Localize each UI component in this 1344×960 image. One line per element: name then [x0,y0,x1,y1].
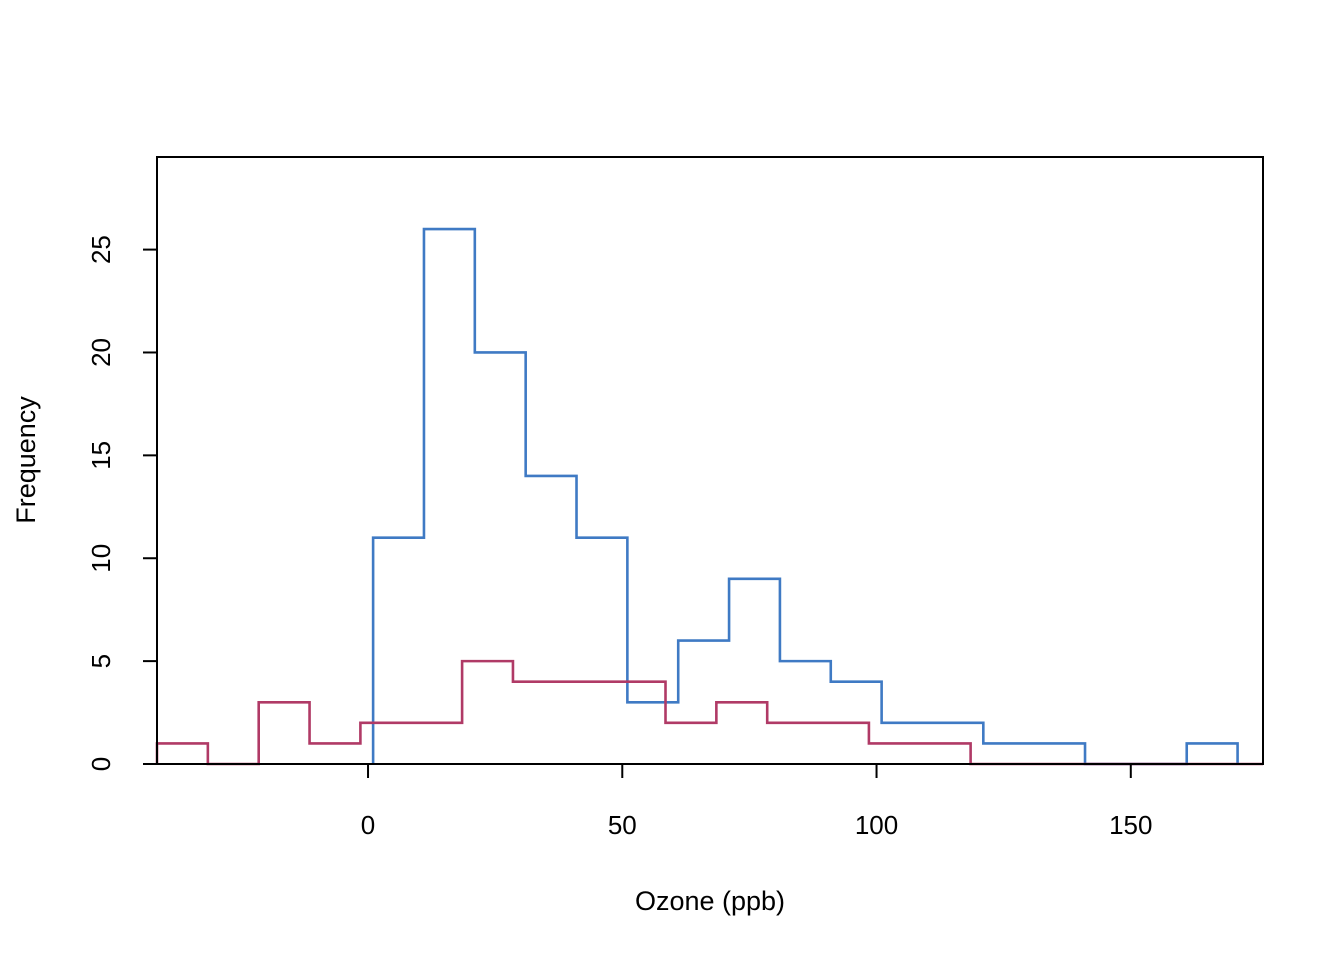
y-tick-label: 25 [86,235,116,264]
histogram-series-1 [371,227,1239,766]
x-axis-title: Ozone (ppb) [635,886,785,916]
y-tick-label: 15 [86,441,116,470]
y-tick-label: 0 [86,757,116,771]
histogram-series-2 [155,659,1263,766]
x-tick-label: 0 [361,810,375,840]
x-tick-label: 50 [608,810,637,840]
y-tick-label: 5 [86,654,116,668]
y-axis: 0 5 10 15 20 25 [86,235,158,771]
y-axis-title: Frequency [11,396,41,524]
y-tick-label: 10 [86,544,116,573]
series-layer [155,227,1263,766]
plot-frame [156,156,1264,765]
x-tick-label: 100 [855,810,898,840]
x-axis: 0 50 100 150 [361,763,1152,840]
x-tick-label: 150 [1109,810,1152,840]
y-tick-label: 20 [86,338,116,367]
